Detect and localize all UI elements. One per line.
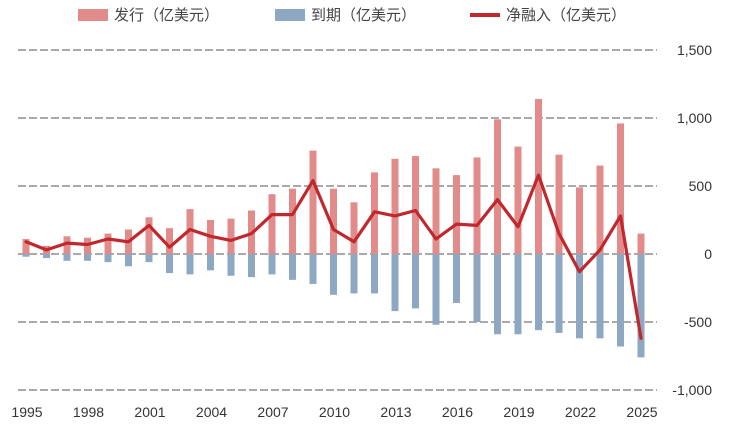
maturity-bar [22, 254, 30, 257]
maturity-bar [43, 254, 50, 259]
y-tick-label: 1,000 [677, 110, 712, 126]
y-tick-label: 500 [689, 178, 713, 194]
issuance-bar [309, 150, 317, 254]
x-tick-label: 2022 [565, 404, 596, 420]
x-tick-label: 1998 [73, 404, 104, 420]
issuance-bar [330, 188, 337, 254]
issuance-bar [391, 158, 399, 254]
net-line-group [24, 173, 643, 340]
legend-swatch-net [470, 12, 500, 17]
maturity-bar [145, 254, 153, 263]
y-tick-label: -1,000 [672, 382, 712, 398]
issuance-bar [104, 233, 112, 254]
legend-label-maturity: 到期（亿美元） [311, 6, 417, 24]
maturity-bar [330, 254, 337, 295]
maturity-bar [371, 254, 378, 294]
issuance-bar [596, 165, 604, 254]
maturity-bar [309, 254, 317, 284]
maturity-bar [227, 254, 235, 276]
maturity-bar [535, 254, 542, 331]
issuance-bar [289, 188, 296, 254]
x-tick-label: 2019 [503, 404, 534, 420]
issuance-bar [514, 146, 522, 254]
legend: 发行（亿美元） 到期（亿美元） 净融入（亿美元） [0, 4, 737, 26]
maturity-bar [84, 254, 91, 261]
issuance-bar [453, 175, 460, 254]
issuance-bar [22, 239, 30, 254]
issuance-bar [637, 233, 645, 254]
maturity-bar [453, 254, 460, 303]
legend-label-issuance: 发行（亿美元） [114, 6, 220, 24]
maturity-bar [104, 254, 112, 263]
maturity-bar [289, 254, 296, 280]
maturity-bar [514, 254, 522, 335]
y-tick-label: 0 [704, 246, 712, 262]
maturity-bar [473, 254, 481, 322]
maturity-bar [350, 254, 358, 294]
issuance-bar [268, 194, 276, 254]
issuance-bar [555, 154, 563, 254]
legend-swatch-maturity [275, 8, 305, 21]
maturity-bar [207, 254, 214, 271]
issuance-bar [494, 119, 501, 254]
x-tick-label: 1995 [11, 404, 42, 420]
legend-item-maturity: 到期（亿美元） [275, 4, 416, 25]
maturity-bar [391, 254, 399, 312]
issuance-bar [432, 168, 440, 254]
maturity-bar [412, 254, 419, 309]
grid-lines [18, 49, 657, 391]
x-axis-ticks: 1995 1998 2001 2004 2007 2010 2013 2016 2019 2022… [11, 404, 657, 420]
y-tick-label: -500 [684, 314, 712, 330]
issuance-bar [227, 218, 235, 254]
issuance-bar [145, 217, 153, 254]
maturity-bar [268, 254, 276, 275]
maturity-bar [166, 254, 173, 274]
x-tick-label: 2010 [319, 404, 350, 420]
x-tick-label: 2007 [257, 404, 288, 420]
y-axis-ticks: 1,500 1,000 500 0 -500 -1,000 [672, 42, 712, 398]
issuance-bar [63, 236, 71, 254]
issuance-bar [166, 228, 173, 254]
maturity-bars [22, 254, 645, 358]
legend-item-net: 净融入（亿美元） [470, 4, 626, 25]
maturity-bar [555, 254, 563, 333]
net-line [24, 173, 643, 340]
legend-item-issuance: 发行（亿美元） [78, 4, 219, 25]
maturity-bar [186, 254, 194, 275]
maturity-bar [576, 254, 583, 339]
maturity-bar [617, 254, 624, 347]
legend-label-net: 净融入（亿美元） [506, 6, 627, 24]
x-tick-label: 2001 [134, 404, 165, 420]
maturity-bar [248, 254, 255, 278]
x-tick-label: 2004 [196, 404, 227, 420]
x-tick-label: 2016 [442, 404, 473, 420]
issuance-bar [412, 156, 419, 254]
maturity-bar [596, 254, 604, 339]
legend-swatch-issuance [78, 8, 108, 21]
issuance-bar [350, 202, 358, 254]
maturity-bar [63, 254, 71, 261]
maturity-bar [125, 254, 132, 267]
x-tick-label: 2013 [380, 404, 411, 420]
maturity-bar [432, 254, 440, 325]
y-tick-label: 1,500 [677, 42, 712, 58]
maturity-bar [637, 254, 645, 358]
issuance-bar [473, 157, 481, 254]
issuance-bar [617, 123, 624, 254]
x-tick-label: 2025 [626, 404, 657, 420]
maturity-bar [494, 254, 501, 335]
issuance-bar [576, 187, 583, 254]
